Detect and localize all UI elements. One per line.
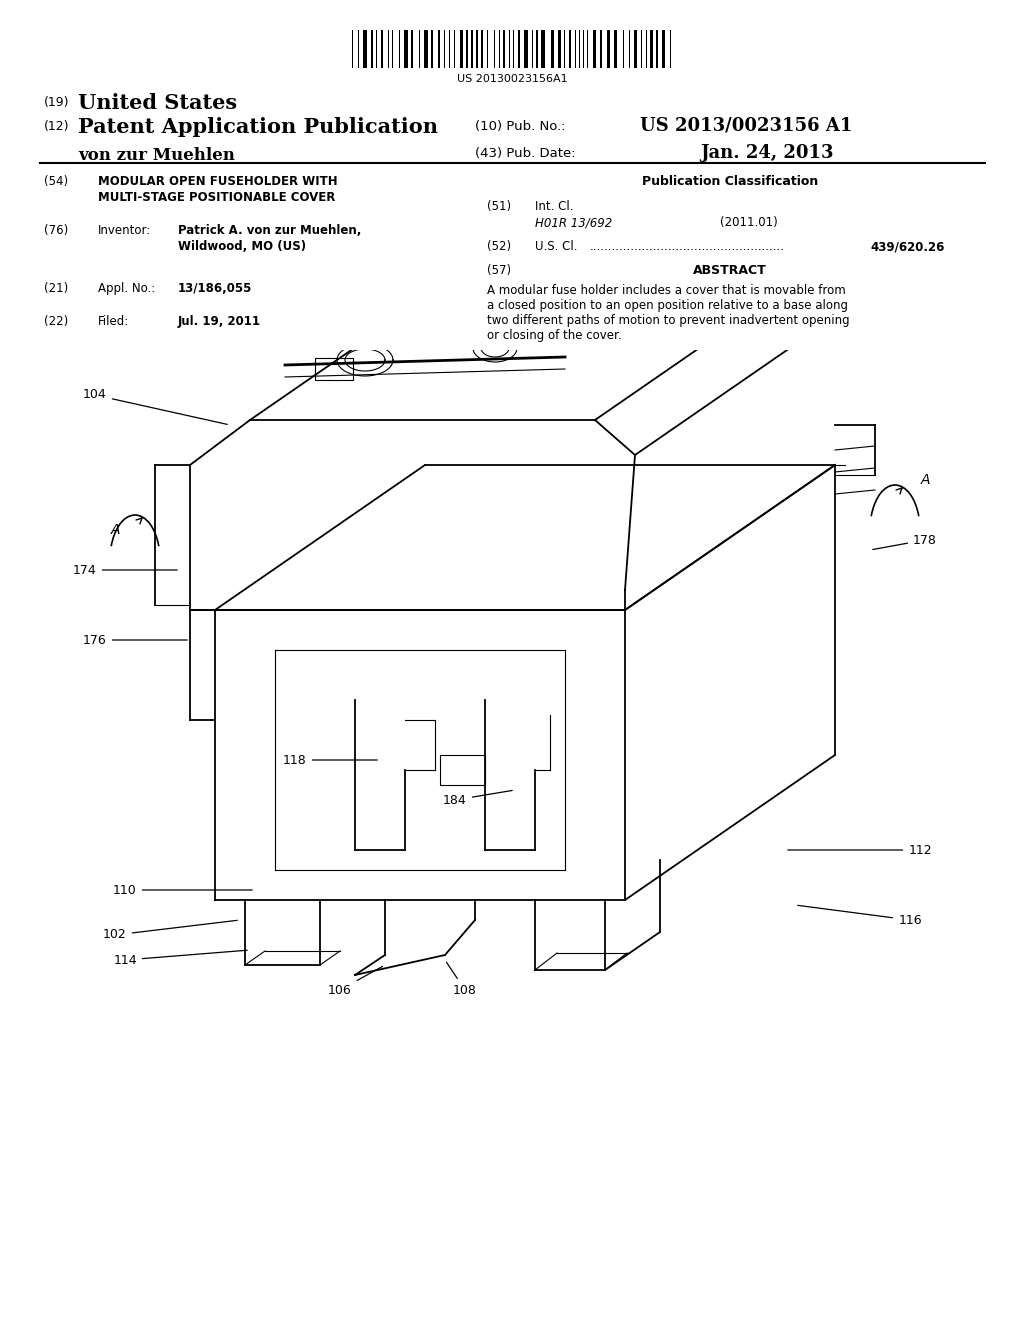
Text: 174: 174 [73, 564, 177, 577]
Bar [536, 30, 538, 69]
Text: (43) Pub. Date:: (43) Pub. Date: [475, 147, 575, 160]
Text: (10) Pub. No.:: (10) Pub. No.: [475, 120, 565, 133]
Bar [518, 30, 520, 69]
Bar [662, 30, 665, 69]
Text: 176: 176 [83, 634, 187, 647]
Text: 106: 106 [328, 966, 383, 997]
Text: U.S. Cl.: U.S. Cl. [535, 240, 578, 253]
Bar [315, 358, 353, 380]
Bar [656, 30, 658, 69]
Bar [440, 755, 485, 785]
Text: 114: 114 [114, 950, 247, 966]
Text: Inventor:: Inventor: [98, 224, 152, 238]
Bar [481, 30, 483, 69]
Bar [634, 30, 637, 69]
Text: 108: 108 [446, 962, 477, 997]
Text: 110: 110 [113, 883, 252, 896]
Bar [650, 30, 653, 69]
Text: (51): (51) [487, 201, 511, 213]
Text: MULTI-STAGE POSITIONABLE COVER: MULTI-STAGE POSITIONABLE COVER [98, 191, 336, 205]
Text: (12): (12) [44, 120, 70, 133]
Text: or closing of the cover.: or closing of the cover. [487, 329, 622, 342]
Text: US 2013/0023156 A1: US 2013/0023156 A1 [640, 117, 852, 135]
Text: a closed position to an open position relative to a base along: a closed position to an open position re… [487, 300, 848, 312]
Bar [607, 30, 610, 69]
Bar [593, 30, 596, 69]
Text: (22): (22) [44, 315, 69, 327]
Bar [362, 30, 367, 69]
Text: Filed:: Filed: [98, 315, 129, 327]
Bar [569, 30, 571, 69]
Text: 102: 102 [103, 920, 238, 941]
Text: Appl. No.:: Appl. No.: [98, 282, 156, 294]
Text: A: A [921, 473, 930, 487]
Bar [381, 30, 383, 69]
Text: (2011.01): (2011.01) [720, 216, 778, 228]
Text: 184: 184 [443, 791, 512, 807]
Text: (19): (19) [44, 96, 70, 110]
Bar [476, 30, 478, 69]
Text: MODULAR OPEN FUSEHOLDER WITH: MODULAR OPEN FUSEHOLDER WITH [98, 176, 338, 187]
Text: ABSTRACT: ABSTRACT [693, 264, 767, 277]
Text: 116: 116 [798, 906, 922, 927]
Text: US 20130023156A1: US 20130023156A1 [457, 74, 567, 84]
Text: 104: 104 [83, 388, 227, 425]
Text: A modular fuse holder includes a cover that is movable from: A modular fuse holder includes a cover t… [487, 284, 846, 297]
Text: 439/620.26: 439/620.26 [870, 240, 944, 253]
Text: Int. Cl.: Int. Cl. [535, 201, 573, 213]
Text: (54): (54) [44, 176, 69, 187]
Text: 178: 178 [872, 533, 937, 549]
Bar [438, 30, 440, 69]
Text: H01R 13/692: H01R 13/692 [535, 216, 612, 228]
Bar [541, 30, 545, 69]
Text: Patent Application Publication: Patent Application Publication [78, 117, 438, 137]
Text: Jul. 19, 2011: Jul. 19, 2011 [178, 315, 261, 327]
Text: A: A [111, 523, 120, 537]
Bar [600, 30, 602, 69]
Text: Wildwood, MO (US): Wildwood, MO (US) [178, 240, 306, 253]
Text: 13/186,055: 13/186,055 [178, 282, 252, 294]
Bar [371, 30, 373, 69]
Text: von zur Muehlen: von zur Muehlen [78, 147, 234, 164]
Bar [524, 30, 528, 69]
Bar [431, 30, 433, 69]
Text: two different paths of motion to prevent inadvertent opening: two different paths of motion to prevent… [487, 314, 850, 327]
Bar [558, 30, 561, 69]
Bar [424, 30, 428, 69]
Text: (57): (57) [487, 264, 511, 277]
Bar [503, 30, 505, 69]
Text: Patrick A. von zur Muehlen,: Patrick A. von zur Muehlen, [178, 224, 361, 238]
Text: (21): (21) [44, 282, 69, 294]
Text: (76): (76) [44, 224, 69, 238]
Bar [466, 30, 468, 69]
Text: Publication Classification: Publication Classification [642, 176, 818, 187]
Bar [471, 30, 473, 69]
Text: United States: United States [78, 92, 238, 114]
Bar [551, 30, 554, 69]
Bar [404, 30, 408, 69]
Bar [411, 30, 413, 69]
Text: Jan. 24, 2013: Jan. 24, 2013 [700, 144, 834, 162]
Text: 112: 112 [787, 843, 932, 857]
Text: ....................................................: ........................................… [590, 240, 785, 253]
Bar [460, 30, 463, 69]
Text: 118: 118 [283, 754, 377, 767]
Text: (52): (52) [487, 240, 511, 253]
Bar [614, 30, 617, 69]
